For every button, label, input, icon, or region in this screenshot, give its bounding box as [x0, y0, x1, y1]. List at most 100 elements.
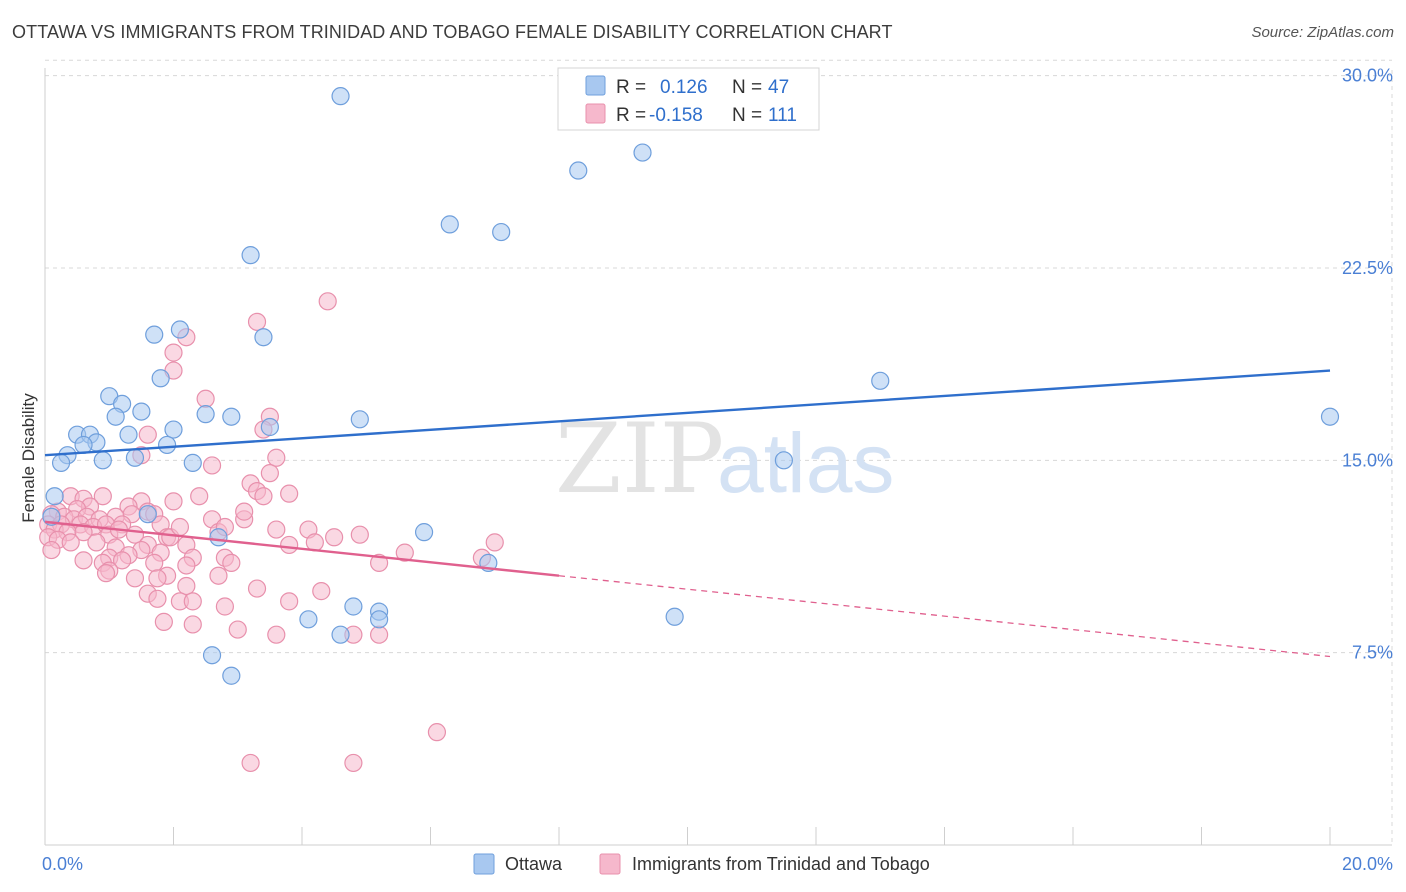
trinidad-point-11	[202, 456, 222, 475]
ottawa-point-9	[151, 369, 170, 388]
trinidad-point-104	[235, 502, 254, 521]
ottawa-point-10	[871, 371, 890, 390]
ottawa-point-41	[299, 610, 318, 629]
legend-n-label-trinidad: N =	[732, 105, 762, 126]
trinidad-point-102	[241, 753, 260, 773]
ottawa-point-28	[93, 451, 112, 470]
ottawa-point-25	[157, 435, 177, 455]
trinidad-point-20	[93, 487, 112, 506]
trinidad-point-57	[87, 533, 106, 552]
trinidad-point-17	[190, 487, 209, 506]
ottawa-point-42	[370, 610, 389, 629]
y-tick-label-3: 30.0%	[1342, 66, 1393, 86]
ottawa-point-33	[138, 505, 157, 524]
trinidad-point-16	[280, 484, 299, 503]
ottawa-point-6	[170, 320, 190, 339]
trinidad-point-56	[61, 533, 80, 552]
ottawa-point-35	[414, 523, 434, 542]
trinidad-point-15	[254, 487, 273, 506]
trinidad-point-110	[350, 525, 369, 544]
ottawa-point-26	[125, 448, 145, 467]
ottawa-point-20	[119, 425, 138, 444]
ottawa-point-17	[350, 410, 369, 429]
legend: R = 0.126 N = 47 R = -0.158 N = 111	[557, 67, 820, 131]
trinidad-point-79	[222, 553, 241, 573]
watermark-zip: ZIP	[555, 403, 724, 515]
bottom-legend-swatch-ottawa	[473, 853, 495, 875]
bottom-legend-label-trinidad: Immigrants from Trinidad and Tobago	[632, 854, 930, 874]
y-tick-label-2: 22.5%	[1342, 258, 1393, 278]
trinidad-trend-line	[44, 520, 560, 577]
ottawa-point-31	[774, 451, 793, 470]
trinidad-point-48	[74, 523, 93, 542]
legend-r-value-ottawa: 0.126	[660, 77, 708, 98]
trinidad-point-92	[280, 592, 299, 611]
ottawa-point-38	[344, 597, 363, 616]
trinidad-point-68	[395, 543, 414, 562]
trinidad-point-82	[125, 569, 145, 588]
y-axis-title: Female Disability	[19, 393, 38, 523]
ottawa-point-2	[569, 161, 588, 180]
trinidad-point-83	[209, 566, 228, 585]
y-tick-label-0: 7.5%	[1352, 643, 1393, 663]
ottawa-point-13	[132, 402, 151, 421]
ottawa-point-16	[222, 407, 241, 426]
legend-swatch-ottawa	[585, 75, 606, 96]
trinidad-point-94	[183, 592, 202, 611]
ottawa-point-1	[633, 143, 652, 162]
trinidad-point-3	[164, 343, 183, 362]
trinidad-point-12	[260, 464, 279, 483]
ottawa-point-15	[196, 405, 215, 424]
trinidad-point-107	[267, 520, 286, 539]
tick-labels: 7.5% 15.0% 22.5% 30.0% 0.0% 20.0%	[42, 66, 1393, 874]
ottawa-point-4	[492, 222, 511, 242]
trinidad-point-76	[177, 556, 196, 575]
ottawa-point-46	[1320, 407, 1340, 426]
legend-r-label-ottawa: R =	[616, 77, 646, 98]
trinidad-point-96	[183, 615, 202, 634]
trinidad-point-86	[177, 576, 196, 596]
legend-swatch-trinidad	[585, 103, 606, 124]
ottawa-point-45	[222, 666, 241, 685]
bottom-legend-label-ottawa: Ottawa	[505, 854, 563, 874]
x-tick-label-1: 20.0%	[1342, 854, 1393, 874]
ottawa-point-5	[241, 246, 260, 265]
trinidad-point-60	[280, 535, 299, 555]
legend-r-label-trinidad: R =	[616, 105, 646, 126]
trinidad-point-90	[148, 589, 167, 608]
trinidad-point-95	[154, 612, 173, 631]
chart-title: OTTAWA VS IMMIGRANTS FROM TRINIDAD AND T…	[12, 22, 893, 42]
trinidad-point-75	[145, 553, 164, 573]
trinidad-point-53	[325, 528, 344, 547]
trinidad-point-103	[344, 753, 363, 773]
series-trinidad-points	[39, 292, 504, 773]
trend-lines	[44, 369, 1331, 658]
series-ottawa-points	[42, 87, 1340, 685]
ottawa-point-8	[254, 328, 273, 347]
axes	[44, 68, 1392, 846]
legend-n-value-ottawa: 47	[768, 77, 789, 98]
ottawa-point-3	[440, 215, 459, 234]
ottawa-point-24	[74, 435, 93, 455]
ottawa-point-29	[51, 453, 71, 472]
trinidad-point-62	[485, 533, 504, 552]
ottawa-point-43	[331, 625, 350, 644]
ottawa-trend-line	[44, 369, 1331, 457]
trinidad-trend-line-extension	[558, 575, 1331, 658]
ottawa-point-0	[331, 87, 350, 106]
trinidad-point-78	[370, 553, 389, 573]
trinidad-point-72	[74, 551, 93, 570]
ottawa-point-18	[260, 417, 279, 437]
trinidad-point-0	[318, 292, 337, 311]
trinidad-point-1	[247, 312, 267, 331]
trinidad-point-63	[42, 540, 61, 560]
ottawa-point-36	[209, 528, 228, 547]
ottawa-point-44	[202, 646, 222, 665]
trinidad-point-5	[196, 389, 215, 408]
legend-n-value-trinidad: 111	[768, 105, 797, 126]
trinidad-point-100	[370, 625, 389, 644]
legend-r-value-trinidad: -0.158	[649, 105, 703, 126]
ottawa-point-32	[45, 487, 64, 506]
bottom-legend: Ottawa Immigrants from Trinidad and Toba…	[473, 853, 930, 875]
